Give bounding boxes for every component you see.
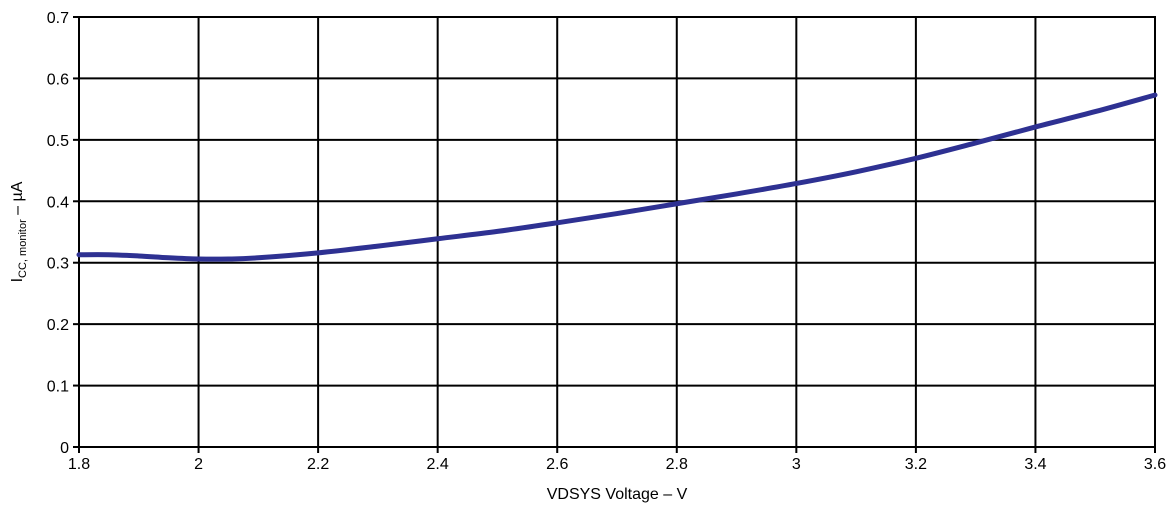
y-tick-label: 0.7 [47,10,69,27]
x-tick-label: 3.2 [905,456,927,473]
x-axis: 1.8 2 2.2 2.4 2.6 2.8 3 3.2 3.4 3.6 [68,447,1166,473]
x-axis-title: VDSYS Voltage – V [547,486,688,503]
y-tick-label: 0.3 [47,256,69,273]
y-axis-title-main: I [9,278,26,282]
x-tick-label: 3.4 [1024,456,1046,473]
x-tick-label: 2.4 [427,456,449,473]
x-tick-label: 2.8 [666,456,688,473]
x-tick-label: 2 [194,456,203,473]
y-axis-title-suffix: – µA [9,181,26,219]
y-tick-label: 0.6 [47,71,69,88]
y-tick-label: 0.1 [47,379,69,396]
x-tick-label: 2.2 [307,456,329,473]
series-group [76,92,1158,262]
x-tick-label: 3.6 [1144,456,1166,473]
y-axis-title: ICC, monitor – µA [9,181,29,282]
x-tick-label: 1.8 [68,456,90,473]
y-axis-title-subscript: CC, monitor [17,219,29,278]
x-tick-label: 2.6 [546,456,568,473]
series-line [76,92,1158,262]
y-tick-label: 0.5 [47,133,69,150]
grid [78,16,1156,448]
x-tick-label: 3 [792,456,801,473]
y-tick-label: 0.2 [47,317,69,334]
y-axis: 0 0.1 0.2 0.3 0.4 0.5 0.6 0.7 [47,10,79,457]
plot-frame [78,16,1156,448]
y-tick-label: 0.4 [47,194,69,211]
y-tick-label: 0 [60,440,69,457]
